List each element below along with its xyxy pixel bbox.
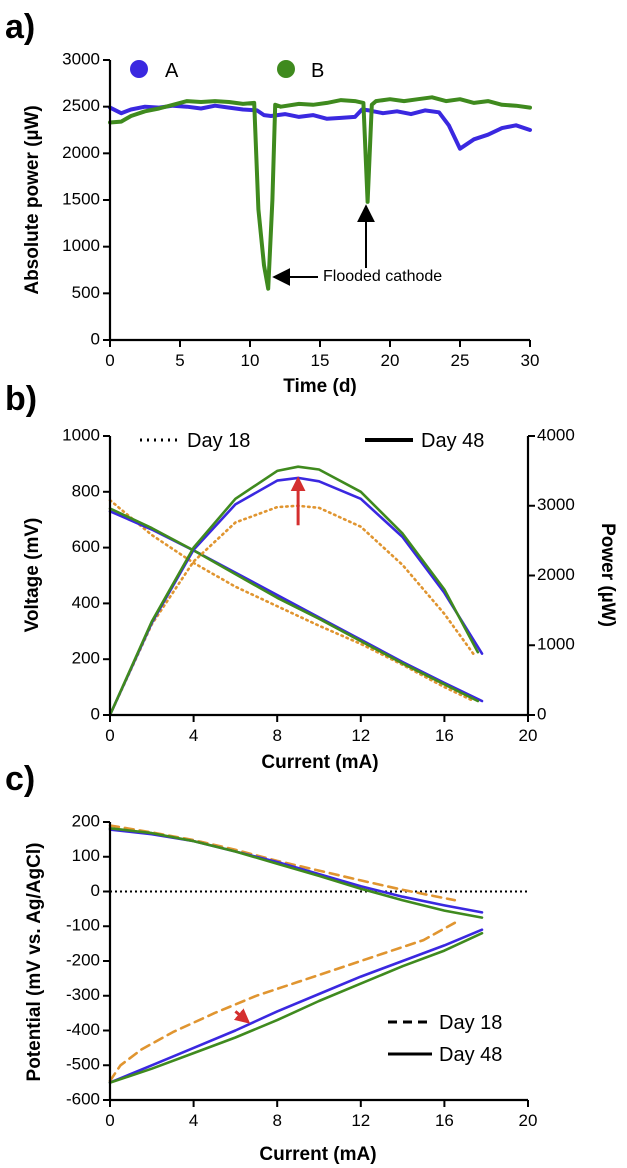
x-tick-label: 4 <box>189 1111 198 1130</box>
y-tick-label: 0 <box>91 329 100 348</box>
legend-c-day48-label: Day 48 <box>439 1044 502 1066</box>
trend-arrow <box>233 1008 251 1024</box>
panel-c-plot-series <box>108 824 528 1084</box>
panel-c-label: c) <box>5 760 35 798</box>
x-tick-label: 0 <box>105 351 114 370</box>
panel-c: c) 0 4 8 12 16 20 -600 -500 -400 -300 -200 -100 0 10… <box>5 760 537 1165</box>
series-line-b <box>108 95 532 291</box>
y-tick-label: 800 <box>72 481 100 500</box>
x-tick-label: 15 <box>311 351 330 370</box>
x-tick-label: 0 <box>105 726 114 745</box>
x-tick-label: 12 <box>351 726 370 745</box>
series-line-a <box>108 103 532 151</box>
panel-a-x-title: Time (d) <box>283 376 357 397</box>
series-line-green-solid <box>108 826 484 919</box>
y-tick-label: 2500 <box>62 96 100 115</box>
series-line-orange-dashed <box>108 921 457 1083</box>
panel-a-plot-series <box>108 95 532 291</box>
y-tick-label: -600 <box>66 1089 100 1108</box>
x-tick-label: 5 <box>175 351 184 370</box>
panel-c-y-ticks: -600 -500 -400 -300 -200 -100 0 100 200 <box>66 811 110 1108</box>
panel-a-x-ticks: 0 5 10 15 20 25 30 <box>105 340 539 370</box>
legend-day18-label: Day 18 <box>187 430 250 452</box>
legend-c-day18-label: Day 18 <box>439 1012 502 1034</box>
y-tick-label: 500 <box>72 283 100 302</box>
x-tick-label: 10 <box>241 351 260 370</box>
y-tick-label: 400 <box>72 593 100 612</box>
x-tick-label: 20 <box>519 726 538 745</box>
x-tick-label: 0 <box>105 1111 114 1130</box>
y2-tick-label: 2000 <box>537 565 575 584</box>
y-tick-label: 200 <box>72 649 100 668</box>
y2-tick-label: 4000 <box>537 425 575 444</box>
series-line-blue-solid <box>108 828 484 914</box>
series-line-blue-solid <box>108 928 484 1084</box>
y2-tick-label: 1000 <box>537 635 575 654</box>
y-tick-label: 1000 <box>62 236 100 255</box>
panel-b-y-title: Voltage (mV) <box>22 518 43 633</box>
x-tick-label: 25 <box>451 351 470 370</box>
x-tick-label: 16 <box>435 1111 454 1130</box>
y-tick-label: -400 <box>66 1020 100 1039</box>
y-tick-label: -200 <box>66 950 100 969</box>
series-line-orange-dotted <box>108 498 476 703</box>
x-tick-label: 20 <box>381 351 400 370</box>
y-tick-label: 0 <box>91 704 100 723</box>
x-tick-label: 20 <box>519 1111 538 1130</box>
y-tick-label: 600 <box>72 537 100 556</box>
panel-c-x-ticks: 0 4 8 12 16 20 <box>105 1100 537 1130</box>
y-tick-label: 200 <box>72 811 100 830</box>
panel-b-y-ticks: 0 200 400 600 800 1000 <box>62 425 110 723</box>
x-tick-label: 8 <box>272 726 281 745</box>
panel-a-y-title: Absolute power (µW) <box>22 105 43 294</box>
y-tick-label: 2000 <box>62 143 100 162</box>
legend-b-label: B <box>311 60 324 82</box>
x-tick-label: 8 <box>272 1111 281 1130</box>
y-tick-label: 3000 <box>62 49 100 68</box>
y-tick-label: -100 <box>66 916 100 935</box>
legend-day48-label: Day 48 <box>421 430 484 452</box>
legend-a-label: A <box>165 60 179 82</box>
legend-a-marker <box>130 60 148 78</box>
panel-b-label: b) <box>5 380 37 418</box>
x-tick-label: 12 <box>351 1111 370 1130</box>
series-line-green-solid <box>108 931 484 1084</box>
panel-b: b) 0 4 8 12 16 20 0 200 400 600 800 1000 0 1000 2000… <box>5 380 618 773</box>
y2-tick-label: 3000 <box>537 495 575 514</box>
panel-c-x-title: Current (mA) <box>259 1144 376 1165</box>
y-tick-label: 0 <box>91 881 100 900</box>
panel-b-x-title: Current (mA) <box>261 752 378 773</box>
panel-b-y2-ticks: 0 1000 2000 3000 4000 <box>528 425 575 723</box>
panel-c-y-title: Potential (mV vs. Ag/AgCl) <box>24 843 45 1082</box>
panel-b-y2-title: Power (µW) <box>597 523 618 627</box>
legend-b-marker <box>277 60 295 78</box>
panel-a-y-ticks: 0 500 1000 1500 2000 2500 3000 <box>62 49 110 348</box>
panel-b-x-ticks: 0 4 8 12 16 20 <box>105 715 537 745</box>
panel-a-label: a) <box>5 8 35 46</box>
x-tick-label: 30 <box>521 351 540 370</box>
y-tick-label: 100 <box>72 846 100 865</box>
y-tick-label: -500 <box>66 1055 100 1074</box>
series-line-green-solid <box>108 507 480 703</box>
y-tick-label: 1500 <box>62 189 100 208</box>
y-tick-label: -300 <box>66 985 100 1004</box>
y2-tick-label: 0 <box>537 704 546 723</box>
x-tick-label: 4 <box>189 726 198 745</box>
y-tick-label: 1000 <box>62 425 100 444</box>
panel-a: a) 0 5 10 15 20 25 30 0 500 1000 1500 2000 2500 3000… <box>5 8 539 397</box>
series-line-green-solid <box>108 465 480 717</box>
panel-b-plot-series <box>108 465 484 717</box>
flood-annotation-label: Flooded cathode <box>323 268 442 285</box>
x-tick-label: 16 <box>435 726 454 745</box>
